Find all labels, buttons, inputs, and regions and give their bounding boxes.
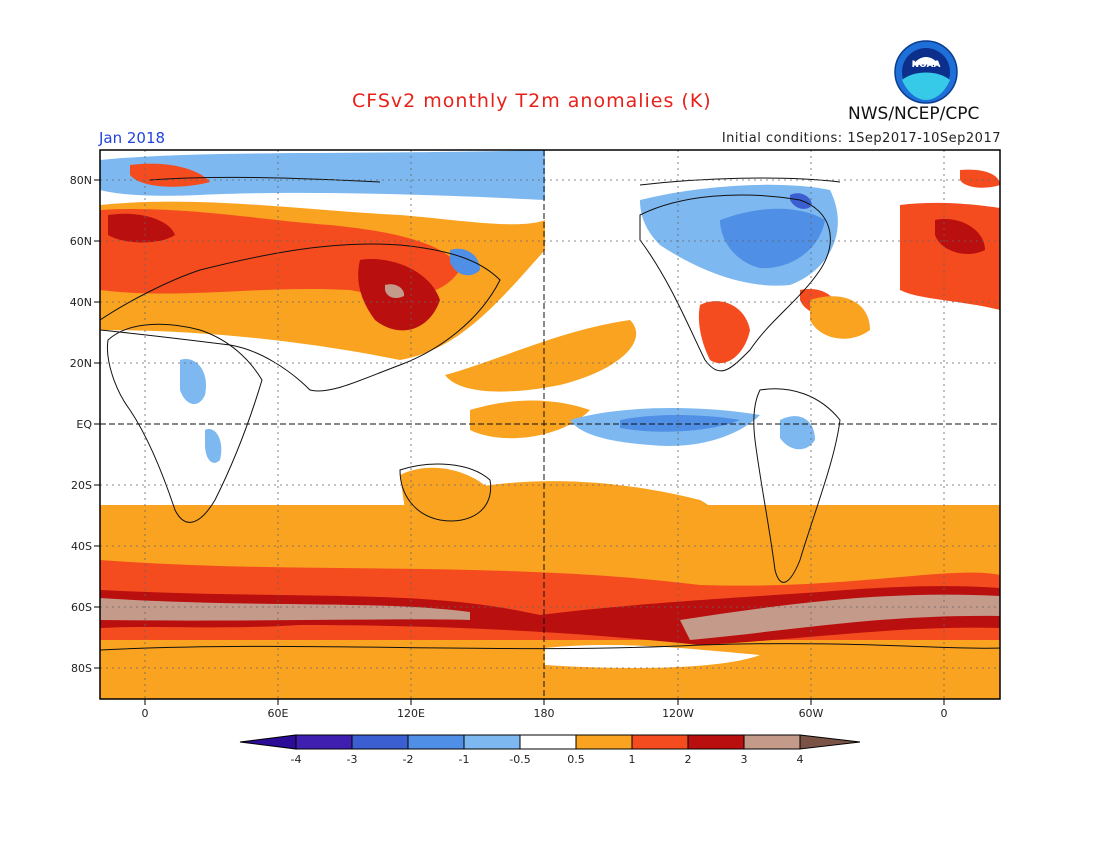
africa-outline <box>106 323 263 523</box>
europe-warm-repeat <box>900 202 1000 310</box>
lat-label: EQ <box>76 418 92 431</box>
colorbar-swatch <box>351 734 409 750</box>
eurasia-outline <box>100 243 501 392</box>
north-america-outline <box>639 194 831 372</box>
lon-label: 0 <box>941 707 948 720</box>
lon-label: 120W <box>662 707 694 720</box>
colorbar-swatch <box>519 734 577 750</box>
colorbar-tick: -1 <box>459 753 470 766</box>
antarctic-warm-area <box>100 640 545 699</box>
colorbar-tick: 4 <box>797 753 804 766</box>
colorbar-tick: -4 <box>291 753 302 766</box>
colorbar-tick: 2 <box>685 753 692 766</box>
colorbar-tick: 1 <box>629 753 636 766</box>
equatorial-pacific-cold-core <box>620 415 740 432</box>
colorbar-swatch <box>743 734 801 750</box>
colorbar-swatch <box>463 734 521 750</box>
antarctica-outline <box>100 643 1000 651</box>
colorbar-swatches <box>295 734 801 750</box>
colorbar-swatch <box>687 734 745 750</box>
arctic-coast <box>149 176 381 183</box>
lat-label: 20S <box>71 479 92 492</box>
noaa-logo-text: NOAA <box>912 60 941 70</box>
colorbar-swatch <box>295 734 353 750</box>
initial-conditions: Initial conditions: 1Sep2017-10Sep2017 <box>721 131 1001 146</box>
lat-label: 40S <box>71 540 92 553</box>
colorbar-swatch <box>575 734 633 750</box>
lat-label: 60N <box>70 235 92 248</box>
colorbar-tick-labels: -4 -3 -2 -1 -0.5 0.5 1 2 3 4 <box>291 753 804 766</box>
noaa-logo: NOAA <box>894 40 958 104</box>
noaa-logo-bird <box>912 57 940 66</box>
colorbar-tick: -0.5 <box>509 753 530 766</box>
latitude-labels: 80N 60N 40N 20N EQ 20S 40S 60S 80S <box>70 174 93 675</box>
longitude-labels: 0 60E 120E 180 120W 60W 0 <box>142 707 948 720</box>
barents-warm-spot <box>130 163 210 187</box>
europe-peak-warm <box>108 213 175 243</box>
anomaly-field <box>100 150 1000 699</box>
south-pacific-warm-area <box>420 481 717 567</box>
arctic-cool-band <box>100 150 545 200</box>
east-asia-extreme-warm <box>385 284 405 298</box>
lat-label: 60S <box>71 601 92 614</box>
colorbar-tick: -3 <box>347 753 358 766</box>
north-africa-cool-patch <box>180 359 206 405</box>
north-atlantic-warm-area <box>810 296 870 339</box>
agency-label: NWS/NCEP/CPC <box>848 104 980 124</box>
colorbar: -4 -3 -2 -1 -0.5 0.5 1 2 3 4 <box>239 734 861 766</box>
north-pacific-warm-tongue <box>445 320 637 392</box>
lon-label: 120E <box>397 707 425 720</box>
colorbar-tick: 0.5 <box>567 753 585 766</box>
lon-label: 60W <box>799 707 824 720</box>
noaa-logo-wave <box>902 72 950 100</box>
south-america-outline <box>753 388 841 583</box>
southern-ocean-peak-west <box>100 598 470 621</box>
australia-outline <box>399 463 492 522</box>
colorbar-swatch <box>631 734 689 750</box>
reference-lines <box>100 150 1000 699</box>
lon-label: 180 <box>534 707 555 720</box>
lat-label: 80N <box>70 174 92 187</box>
lat-label: 20N <box>70 357 92 370</box>
arctic-islands <box>639 177 841 186</box>
lat-label: 40N <box>70 296 92 309</box>
lat-label: 80S <box>71 662 92 675</box>
europe-peak-repeat <box>935 219 985 255</box>
antarctic-neutral-area <box>545 645 760 668</box>
central-africa-cool-patch <box>205 429 222 463</box>
mexico-warm-area <box>698 301 750 364</box>
australia-warm-area <box>400 467 490 519</box>
canada-peak-cold <box>790 193 812 209</box>
colorbar-high-arrow <box>799 734 861 750</box>
west-pacific-warm-area <box>470 400 590 439</box>
figure-title: CFSv2 monthly T2m anomalies (K) <box>352 90 712 112</box>
colorbar-tick: 3 <box>741 753 748 766</box>
southern-ocean-peak-east <box>680 594 1000 640</box>
canada-strong-cold <box>720 208 825 269</box>
barents-warm-repeat <box>960 169 1000 188</box>
colorbar-swatch <box>407 734 465 750</box>
tick-marks <box>94 179 945 705</box>
lon-label: 60E <box>268 707 289 720</box>
lon-label: 0 <box>142 707 149 720</box>
coastlines <box>100 176 1000 651</box>
colorbar-low-arrow <box>239 734 297 750</box>
colorbar-tick: -2 <box>403 753 414 766</box>
graticule <box>100 150 1000 699</box>
forecast-month: Jan 2018 <box>99 129 166 147</box>
